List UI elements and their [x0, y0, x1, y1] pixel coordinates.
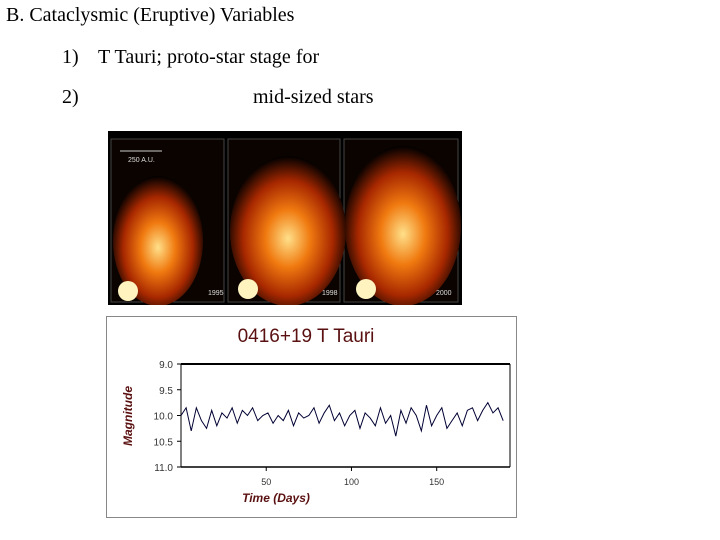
y-tick-label: 9.5: [159, 386, 173, 397]
y-axis-label: Magnitude: [121, 386, 135, 446]
y-tick-label: 10.5: [154, 437, 174, 448]
x-tick-label: 100: [344, 477, 359, 487]
panel-label: 1995: [208, 290, 224, 297]
chart-title: 0416+19 T Tauri: [238, 326, 375, 347]
panel-label: 1998: [322, 290, 338, 297]
panel-label: 2000: [436, 290, 452, 297]
scale-label: 250 A.U.: [128, 157, 155, 164]
x-tick-label: 50: [261, 477, 271, 487]
y-tick-label: 10.0: [154, 412, 174, 423]
y-tick-label: 9.0: [159, 360, 173, 371]
data-line: [180, 401, 504, 437]
item-text: T Tauri; proto-star stage for: [98, 46, 320, 68]
item-number: 2): [62, 86, 79, 108]
x-tick-label: 150: [429, 477, 444, 487]
photo: 250 A.U. 1995 1998 2000: [108, 131, 462, 305]
y-tick-label: 11.0: [154, 463, 173, 474]
item-text: mid-sized stars: [253, 86, 374, 108]
x-axis-label: Time (Days): [242, 491, 310, 505]
item-number: 1): [62, 46, 79, 68]
chart: 0416+19 T Tauri Time (Days) Magnitude 9.…: [106, 316, 517, 518]
slide-title: B. Cataclysmic (Eruptive) Variables: [6, 4, 295, 26]
